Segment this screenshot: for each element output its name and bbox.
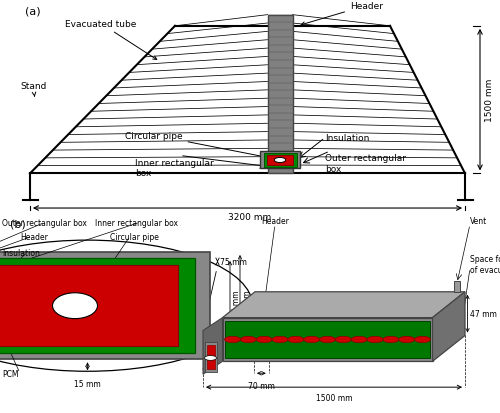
Text: 70 mm: 70 mm (248, 381, 275, 390)
Text: Circular pipe: Circular pipe (110, 232, 159, 241)
Polygon shape (203, 318, 222, 374)
Circle shape (367, 337, 383, 343)
Text: Outer rectangular
box: Outer rectangular box (325, 154, 406, 173)
FancyBboxPatch shape (204, 342, 217, 373)
Text: 1500 mm: 1500 mm (316, 393, 352, 402)
Text: 75 mm: 75 mm (220, 257, 247, 266)
Text: Space for open side
of evacuated tube: Space for open side of evacuated tube (470, 255, 500, 274)
Text: 47 mm: 47 mm (470, 309, 497, 318)
Text: Circular pipe: Circular pipe (125, 131, 271, 160)
Text: Stand: Stand (20, 82, 46, 97)
Text: 3200 mm: 3200 mm (228, 213, 272, 222)
Text: Outer rectangular box: Outer rectangular box (2, 218, 87, 227)
Text: Header: Header (20, 232, 48, 241)
Circle shape (256, 337, 272, 343)
FancyBboxPatch shape (454, 281, 460, 292)
Circle shape (398, 337, 414, 343)
Text: 220 mm: 220 mm (242, 290, 252, 322)
Text: 186 mm: 186 mm (232, 290, 241, 322)
Text: Evacuated tube: Evacuated tube (65, 20, 157, 60)
Circle shape (224, 337, 240, 343)
FancyBboxPatch shape (264, 154, 296, 168)
FancyBboxPatch shape (0, 265, 178, 347)
FancyBboxPatch shape (260, 152, 300, 169)
Text: Vent: Vent (470, 216, 487, 225)
Circle shape (204, 356, 216, 361)
FancyBboxPatch shape (0, 252, 210, 359)
Circle shape (288, 337, 304, 343)
FancyBboxPatch shape (0, 259, 195, 354)
Text: (b): (b) (10, 219, 26, 229)
FancyBboxPatch shape (225, 321, 430, 358)
FancyBboxPatch shape (267, 155, 293, 166)
FancyBboxPatch shape (268, 16, 292, 174)
Circle shape (304, 337, 320, 343)
Polygon shape (222, 292, 465, 318)
Circle shape (383, 337, 399, 343)
Text: Inner rectangular
box: Inner rectangular box (135, 158, 214, 178)
Circle shape (274, 158, 285, 163)
Circle shape (414, 337, 430, 343)
FancyBboxPatch shape (206, 345, 215, 369)
Circle shape (351, 337, 367, 343)
Text: Header: Header (261, 216, 289, 225)
Text: Insulation: Insulation (2, 248, 40, 257)
Circle shape (240, 337, 256, 343)
Text: Header: Header (301, 2, 383, 26)
Text: 15 mm: 15 mm (74, 379, 101, 388)
Circle shape (272, 337, 288, 343)
Circle shape (336, 337, 351, 343)
Polygon shape (432, 292, 465, 361)
Text: Water: Water (2, 264, 25, 273)
Ellipse shape (52, 293, 98, 319)
Text: (a): (a) (25, 7, 40, 17)
Circle shape (0, 240, 252, 371)
Text: Inner rectangular box: Inner rectangular box (95, 218, 178, 227)
Polygon shape (222, 318, 432, 361)
Text: 1500 mm: 1500 mm (485, 79, 494, 122)
Text: Insulation: Insulation (325, 134, 370, 143)
Text: PCM: PCM (2, 369, 19, 378)
Circle shape (320, 337, 336, 343)
